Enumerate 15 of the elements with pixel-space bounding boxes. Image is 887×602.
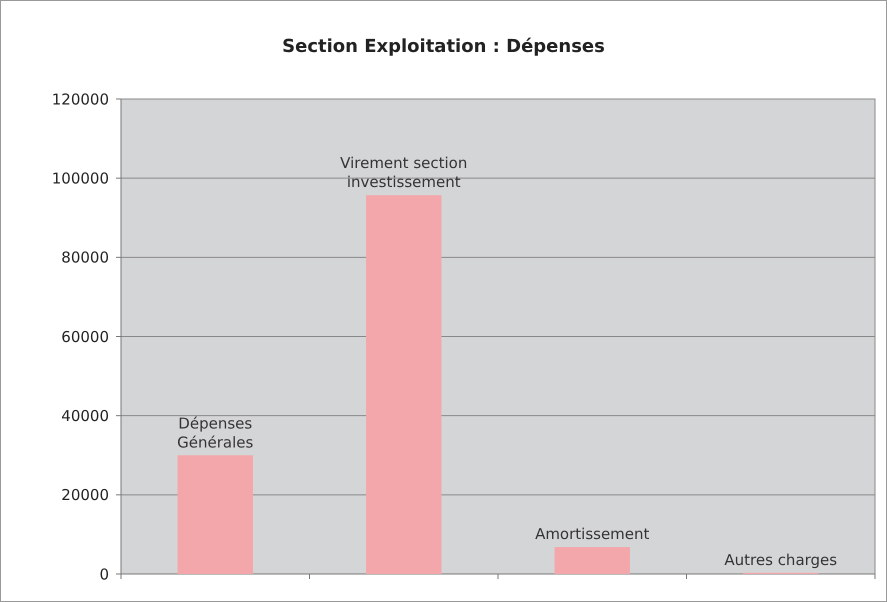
y-tick-label: 20000 — [61, 486, 109, 504]
x-tick-label: Amortissement — [535, 525, 650, 544]
y-tick-label: 100000 — [52, 169, 109, 188]
y-tick-label: 120000 — [52, 90, 109, 108]
y-tick-label: 80000 — [61, 248, 109, 267]
y-tick-label: 40000 — [61, 406, 109, 425]
x-tick-label: Virement section investissement — [340, 154, 468, 192]
y-tick-label: 0 — [99, 565, 109, 584]
y-tick-label: 60000 — [61, 328, 109, 346]
x-tick-label: Autres charges — [724, 550, 838, 569]
x-tick-label: Dépenses Générales — [177, 414, 254, 452]
chart-title: Section Exploitation : Dépenses — [282, 36, 605, 57]
bar — [366, 195, 442, 574]
bar — [554, 547, 630, 574]
bar — [178, 455, 253, 574]
